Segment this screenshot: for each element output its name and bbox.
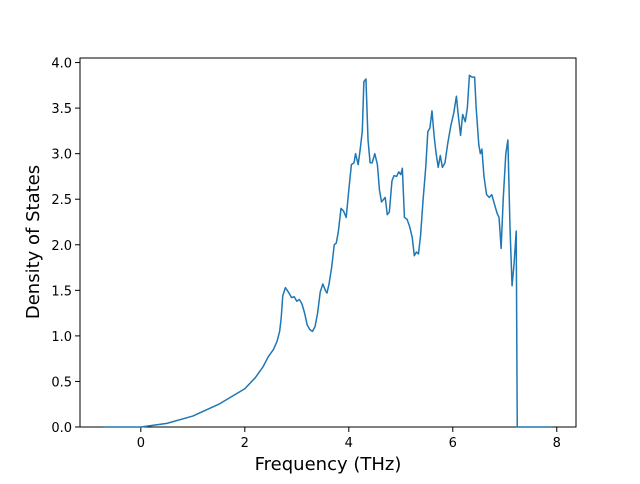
x-tick-label: 0 [137, 436, 145, 451]
y-tick-label: 0.0 [51, 421, 72, 436]
y-tick-label: 1.5 [51, 284, 72, 299]
y-tick-label: 3.5 [51, 102, 72, 117]
plot-frame [79, 57, 577, 428]
x-tick-label: 4 [345, 436, 353, 451]
x-tick-label: 6 [449, 436, 457, 451]
y-tick-label: 0.5 [51, 375, 72, 390]
data-line [102, 74, 552, 428]
y-tick-label: 2.0 [51, 239, 72, 254]
y-tick-label: 4.0 [51, 57, 72, 72]
y-tick-label: 1.0 [51, 330, 72, 345]
x-tick-label: 8 [553, 436, 561, 451]
x-tick-label: 2 [241, 436, 249, 451]
y-axis-label: Density of States [23, 165, 44, 319]
y-tick-label: 3.0 [51, 148, 72, 163]
y-tick-label: 2.5 [51, 193, 72, 208]
x-axis-label: Frequency (THz) [255, 454, 402, 475]
